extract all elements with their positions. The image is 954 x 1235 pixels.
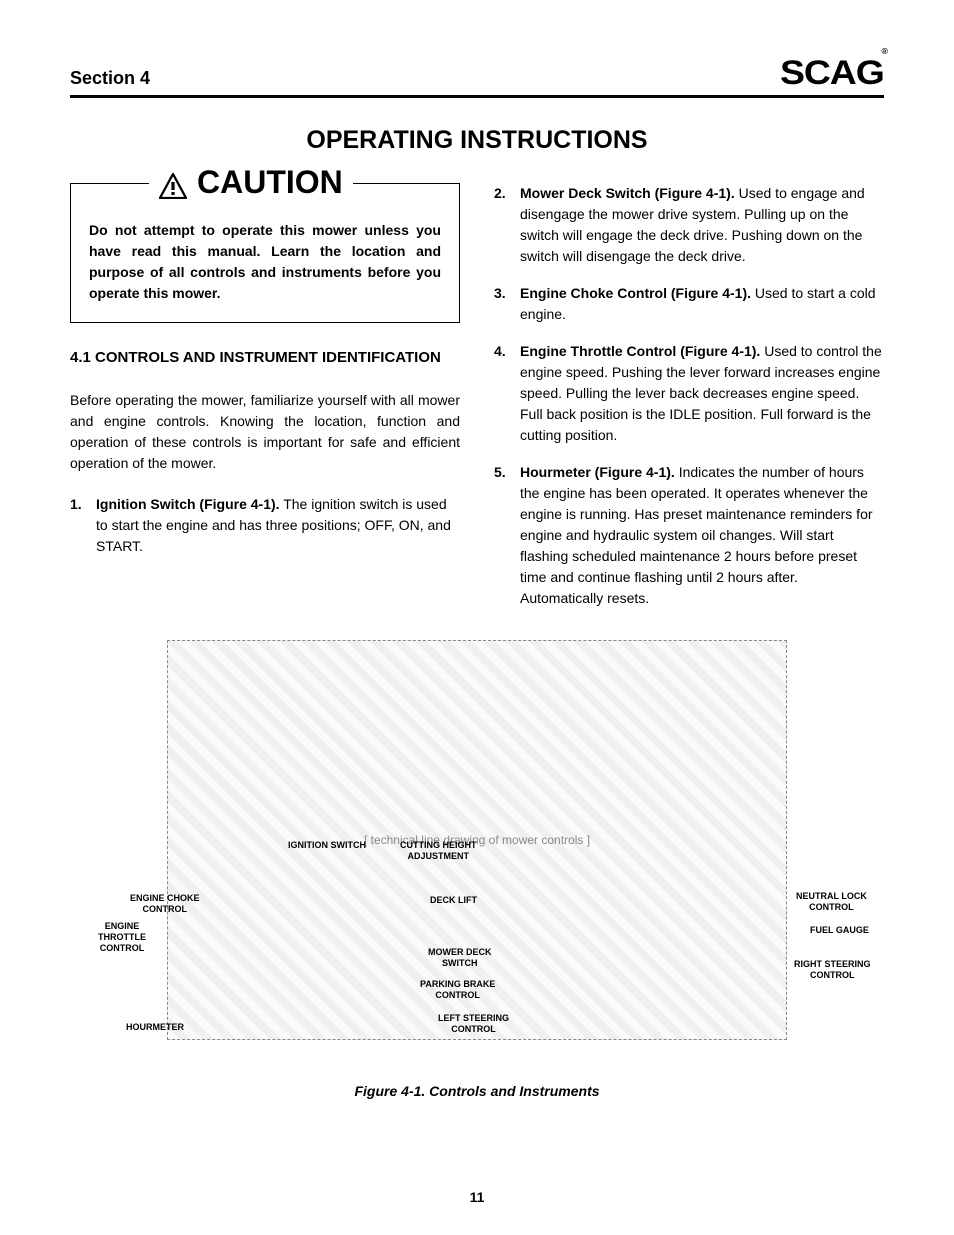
figure-callout: ENGINE CHOKE CONTROL (130, 893, 200, 915)
list-item: Hourmeter (Figure 4-1). Indicates the nu… (494, 462, 884, 609)
list-item: Engine Choke Control (Figure 4-1). Used … (494, 283, 884, 325)
item-title: Ignition Switch (Figure 4-1). (96, 496, 280, 512)
figure-callout: PARKING BRAKE CONTROL (420, 979, 495, 1001)
figure-callout: DECK LIFT (430, 895, 477, 906)
figure-caption: Figure 4-1. Controls and Instruments (70, 1083, 884, 1099)
figure-callout: CUTTING HEIGHT ADJUSTMENT (400, 840, 477, 862)
list-item: Ignition Switch (Figure 4-1). The igniti… (70, 494, 460, 557)
item-title: Mower Deck Switch (Figure 4-1). (520, 185, 735, 201)
figure-callout: RIGHT STEERING CONTROL (794, 959, 871, 981)
caution-box: CAUTION Do not attempt to operate this m… (70, 183, 460, 323)
figure-area: [ technical line drawing of mower contro… (70, 635, 884, 1075)
figure-callout: HOURMETER (126, 1022, 184, 1033)
item-title: Engine Throttle Control (Figure 4-1). (520, 343, 760, 359)
warning-triangle-icon (159, 170, 187, 196)
controls-list-left: Ignition Switch (Figure 4-1). The igniti… (70, 494, 460, 557)
figure-callout: FUEL GAUGE (810, 925, 869, 936)
item-title: Hourmeter (Figure 4-1). (520, 464, 675, 480)
section-label: Section 4 (70, 68, 150, 89)
caution-body: Do not attempt to operate this mower unl… (89, 220, 441, 304)
figure-callout: LEFT STEERING CONTROL (438, 1013, 509, 1035)
subsection-intro: Before operating the mower, familiarize … (70, 390, 460, 474)
figure-callout: NEUTRAL LOCK CONTROL (796, 891, 867, 913)
figure-callout: ENGINE THROTTLE CONTROL (98, 921, 146, 953)
controls-list-right: Mower Deck Switch (Figure 4-1). Used to … (494, 183, 884, 609)
caution-title-text: CAUTION (197, 164, 343, 201)
page-title: OPERATING INSTRUCTIONS (70, 126, 884, 155)
item-title: Engine Choke Control (Figure 4-1). (520, 285, 751, 301)
right-column: Mower Deck Switch (Figure 4-1). Used to … (494, 183, 884, 625)
left-column: CAUTION Do not attempt to operate this m… (70, 183, 460, 625)
list-item: Engine Throttle Control (Figure 4-1). Us… (494, 341, 884, 446)
page-header: Section 4 SCAG® (70, 50, 884, 98)
brand-logo: SCAG® (780, 54, 889, 93)
figure-callout: MOWER DECK SWITCH (428, 947, 492, 969)
caution-title: CAUTION (159, 164, 343, 201)
content-columns: CAUTION Do not attempt to operate this m… (70, 183, 884, 625)
figure-callout: IGNITION SWITCH (288, 840, 366, 851)
item-body: Indicates the number of hours the engine… (520, 464, 873, 606)
list-item: Mower Deck Switch (Figure 4-1). Used to … (494, 183, 884, 267)
page-number: 11 (0, 1189, 954, 1205)
subsection-title: 4.1 CONTROLS AND INSTRUMENT IDENTIFICATI… (70, 347, 460, 368)
